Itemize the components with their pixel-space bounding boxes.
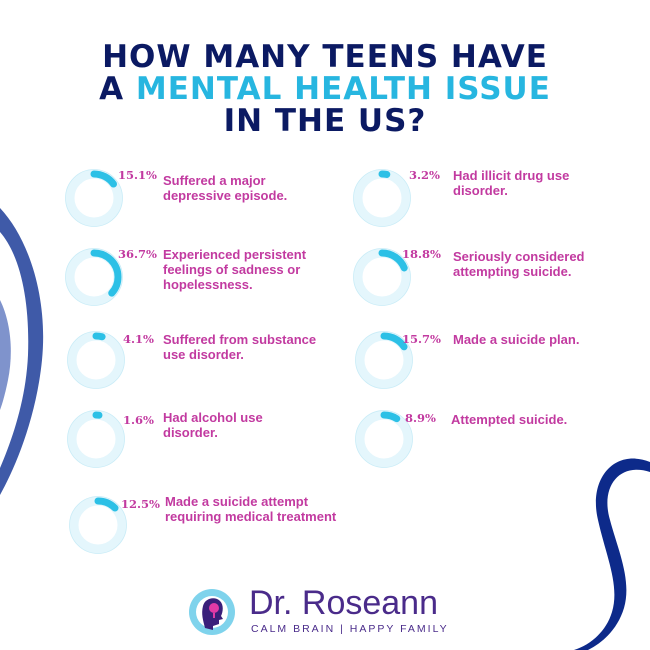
donut-outline: [69, 496, 127, 554]
stat-percent: 36.7%: [118, 247, 157, 261]
stat-item: 15.1% Suffered a major depressive episod…: [64, 168, 334, 230]
stat-percent: 4.1%: [123, 332, 154, 346]
stat-percent: 3.2%: [409, 168, 440, 182]
donut-fill-arc: [356, 411, 412, 467]
stat-label: Made a suicide attempt requiring medical…: [165, 494, 337, 524]
head-silhouette-logo-icon: [189, 589, 235, 635]
stat-item: 36.7% Experienced persistent feelings of…: [64, 247, 334, 309]
left-swoosh-decoration: [0, 208, 44, 495]
stat-label: Attempted suicide.: [451, 412, 568, 427]
logo-name: Dr. Roseann: [249, 584, 438, 622]
stat-label: Had alcohol use disorder.: [163, 410, 263, 440]
stat-item: 18.8% Seriously considered attempting su…: [352, 247, 622, 309]
donut-chart: [69, 496, 127, 554]
donut-chart: [67, 331, 125, 389]
donut-chart: [65, 169, 123, 227]
donut-outline: [355, 331, 413, 389]
donut-fill-arc: [66, 249, 122, 305]
donut-fill-arc: [356, 332, 412, 388]
donut-chart: [355, 331, 413, 389]
page-title-line-1: HOW MANY TEENS HAVE: [0, 40, 650, 74]
donut-outline: [67, 331, 125, 389]
donut-chart: [353, 169, 411, 227]
donut-outline: [353, 169, 411, 227]
title-line-1-text: HOW MANY TEENS HAVE: [102, 39, 548, 75]
donut-fill-arc: [68, 332, 124, 388]
stat-percent: 15.1%: [118, 168, 157, 182]
title-line-3-text: IN THE US?: [223, 103, 427, 139]
stat-percent: 1.6%: [123, 413, 154, 427]
stat-percent: 15.7%: [402, 332, 441, 346]
donut-fill-arc: [70, 497, 126, 553]
donut-chart: [353, 248, 411, 306]
donut-outline: [65, 169, 123, 227]
donut-fill-arc: [354, 249, 410, 305]
donut-outline: [65, 248, 123, 306]
donut-track: [353, 169, 411, 227]
title-line-2-prefix: A: [99, 71, 136, 107]
stat-item: 4.1% Suffered from substance use disorde…: [66, 330, 336, 392]
stat-label: Made a suicide plan.: [453, 332, 580, 347]
page-title-line-2: A MENTAL HEALTH ISSUE: [0, 72, 650, 106]
title-accent-text: MENTAL HEALTH ISSUE: [135, 71, 551, 107]
donut-chart: [67, 410, 125, 468]
stat-item: 15.7% Made a suicide plan.: [354, 330, 624, 392]
stat-percent: 18.8%: [402, 247, 441, 261]
donut-chart: [355, 410, 413, 468]
donut-track: [355, 410, 413, 468]
stat-label: Had illicit drug use disorder.: [453, 168, 570, 198]
right-swoosh-decoration: [574, 458, 650, 650]
donut-fill-arc: [68, 411, 124, 467]
stat-label: Experienced persistent feelings of sadne…: [163, 247, 307, 292]
stat-item: 12.5% Made a suicide attempt requiring m…: [68, 494, 338, 557]
logo-tagline: CALM BRAIN | HAPPY FAMILY: [251, 623, 449, 635]
donut-fill-arc: [354, 170, 410, 226]
donut-outline: [353, 248, 411, 306]
stat-percent: 12.5%: [121, 497, 160, 511]
donut-outline: [67, 410, 125, 468]
donut-track: [67, 331, 125, 389]
brand-logo: Dr. Roseann CALM BRAIN | HAPPY FAMILY: [185, 584, 475, 636]
left-swoosh-inner-decoration: [0, 300, 11, 410]
stat-label: Suffered a major depressive episode.: [163, 173, 288, 203]
stat-percent: 8.9%: [405, 411, 436, 425]
donut-chart: [65, 248, 123, 306]
stat-label: Seriously considered attempting suicide.: [453, 249, 585, 279]
stat-item: 3.2% Had illicit drug use disorder.: [352, 168, 622, 230]
stat-item: 8.9% Attempted suicide.: [354, 409, 624, 471]
page-title-line-3: IN THE US?: [0, 104, 650, 138]
donut-fill-arc: [66, 170, 122, 226]
stat-item: 1.6% Had alcohol use disorder.: [66, 409, 336, 471]
stat-label: Suffered from substance use disorder.: [163, 332, 317, 362]
donut-track: [67, 410, 125, 468]
donut-outline: [355, 410, 413, 468]
